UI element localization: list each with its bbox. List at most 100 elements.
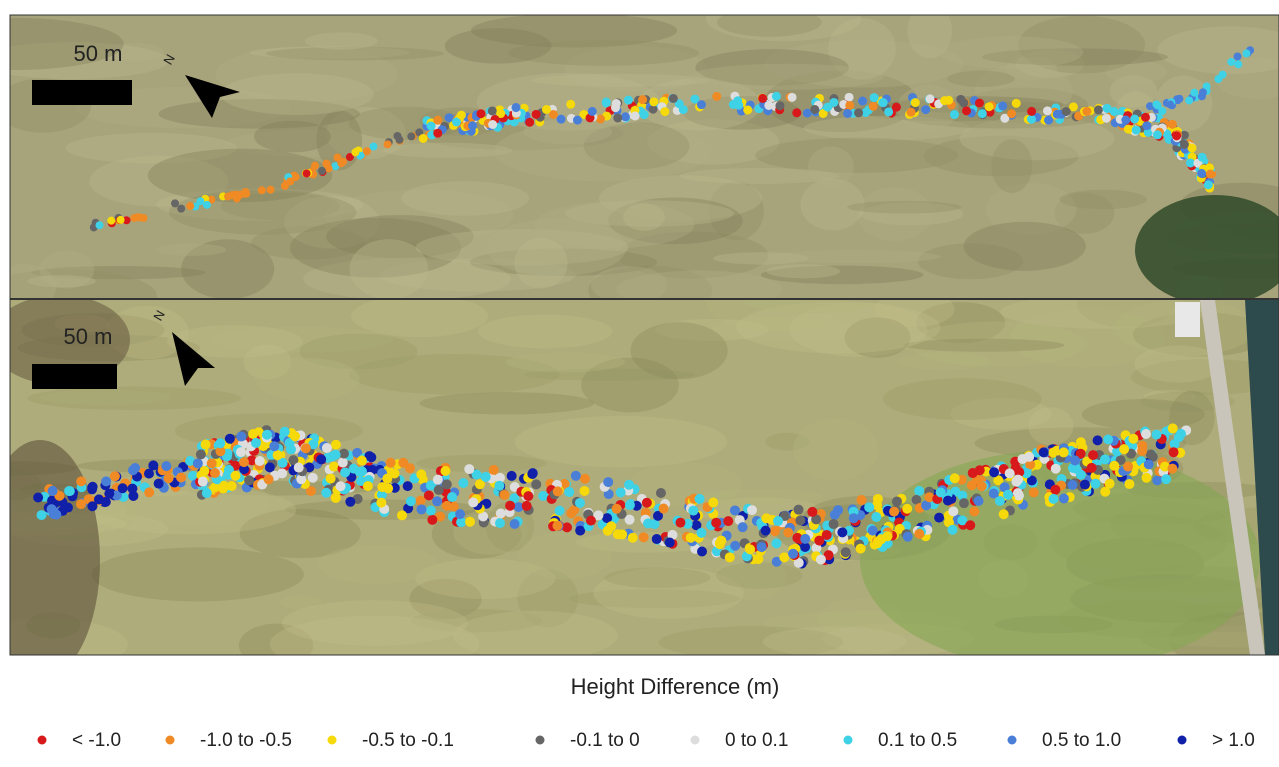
terrain [27,275,96,288]
survey-point [779,552,790,563]
terrain [31,265,206,280]
survey-point [854,108,864,118]
terrain [1140,391,1235,412]
terrain [715,562,803,589]
survey-point [837,527,848,538]
survey-point [562,522,573,533]
terrain [1155,75,1213,132]
survey-point [280,181,289,190]
survey-point [426,121,436,131]
terrain [401,181,530,216]
terrain [715,553,787,600]
survey-point [940,96,950,106]
survey-point [433,115,443,125]
terrain [808,146,854,187]
survey-point [1190,88,1199,97]
survey-point [760,525,771,536]
survey-point [1145,102,1154,111]
terrain [215,46,398,102]
terrain [604,567,711,589]
terrain [717,15,822,37]
survey-point [894,523,905,534]
legend-label: -0.5 to -0.1 [362,730,454,751]
map-panel [10,300,1279,655]
aerial-image [10,15,1279,298]
survey-point [1173,432,1184,443]
survey-point [509,493,520,504]
survey-point [1092,435,1103,446]
survey-point [966,480,977,491]
survey-point [525,117,535,127]
survey-point [531,479,542,490]
survey-point [792,108,802,118]
terrain [608,197,743,245]
terrain [254,357,360,401]
survey-point [1075,469,1086,480]
survey-point [397,510,408,521]
survey-point [914,485,925,496]
survey-point [468,121,478,131]
survey-point [924,492,935,503]
survey-point [641,497,652,508]
survey-point [46,504,57,515]
survey-point [697,546,708,557]
survey-point [1058,447,1069,458]
survey-point [1101,113,1111,123]
terrain [517,569,579,628]
survey-point [652,510,663,521]
survey-point [185,455,196,466]
survey-point [783,527,794,538]
terrain [39,250,95,289]
survey-point [398,457,409,468]
survey-point [1061,107,1071,117]
survey-point [456,110,466,120]
survey-point [456,517,467,528]
survey-point [538,490,549,501]
survey-point [800,542,811,553]
terrain [505,352,625,373]
survey-point [425,505,436,516]
survey-point [810,104,820,114]
survey-point [331,162,340,171]
survey-point [579,485,590,496]
survey-point [947,524,958,535]
survey-point [965,520,976,531]
survey-point [1202,82,1211,91]
terrain [1018,15,1146,74]
survey-point [934,512,945,523]
building [1175,302,1200,337]
survey-point [513,502,524,513]
survey-point [130,463,141,474]
terrain [981,48,1168,66]
terrain [531,73,711,87]
survey-point [1185,158,1195,168]
survey-point [474,479,485,490]
survey-point [232,194,241,203]
terrain [1104,60,1167,84]
survey-point [239,457,250,468]
survey-point [788,548,799,559]
survey-point [418,133,428,143]
survey-point [1185,96,1194,105]
terrain [708,181,764,241]
survey-point [638,95,648,105]
survey-point [340,467,351,478]
terrain [469,248,658,276]
legend-swatch [37,735,47,745]
survey-point [566,99,576,109]
terrain [658,626,844,655]
survey-point [318,166,327,175]
survey-point [1161,474,1172,485]
survey-point [1058,493,1069,504]
terrain [91,547,304,602]
survey-point [325,473,336,484]
survey-point [1079,479,1090,490]
survey-point [471,469,482,480]
survey-point [585,515,596,526]
survey-point [161,461,172,472]
terrain [679,167,839,184]
survey-point [207,195,216,204]
terrain [713,252,809,265]
survey-point [1119,444,1130,455]
survey-point [352,447,363,458]
